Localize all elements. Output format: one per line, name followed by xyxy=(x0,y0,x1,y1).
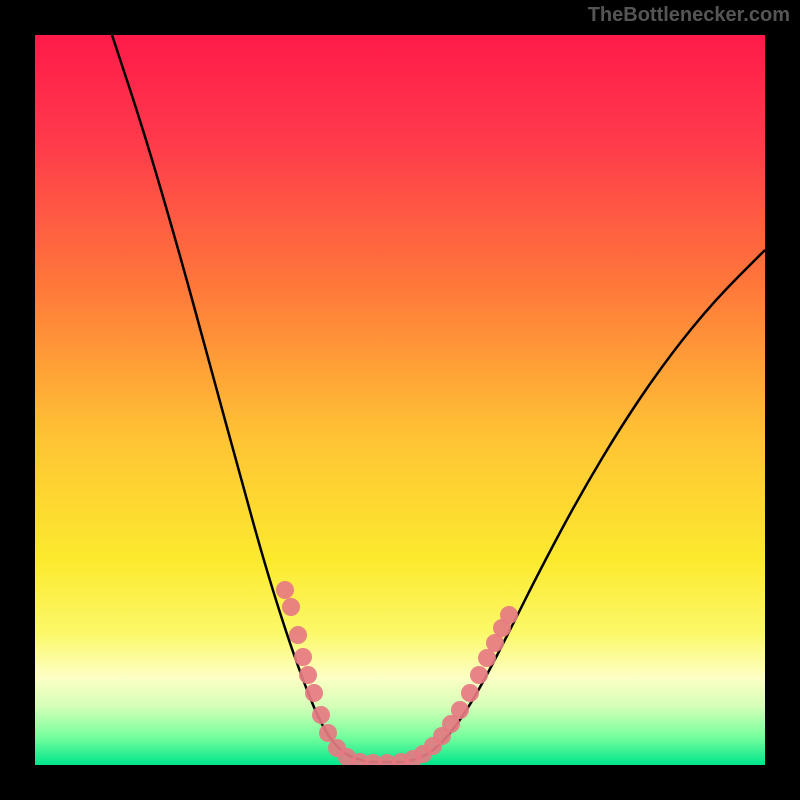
marker-point xyxy=(319,724,337,742)
marker-point xyxy=(305,684,323,702)
marker-point xyxy=(470,666,488,684)
marker-point xyxy=(312,706,330,724)
marker-point xyxy=(500,606,518,624)
watermark-text: TheBottlenecker.com xyxy=(588,4,790,27)
marker-point xyxy=(299,666,317,684)
marker-point xyxy=(461,684,479,702)
marker-point xyxy=(289,626,307,644)
markers-group xyxy=(276,581,518,765)
marker-point xyxy=(276,581,294,599)
marker-point xyxy=(451,701,469,719)
marker-point xyxy=(294,648,312,666)
curve-right-branch xyxy=(405,250,765,762)
plot-area xyxy=(35,35,765,765)
curve-left-branch xyxy=(112,35,370,762)
marker-point xyxy=(282,598,300,616)
chart-svg xyxy=(35,35,765,765)
